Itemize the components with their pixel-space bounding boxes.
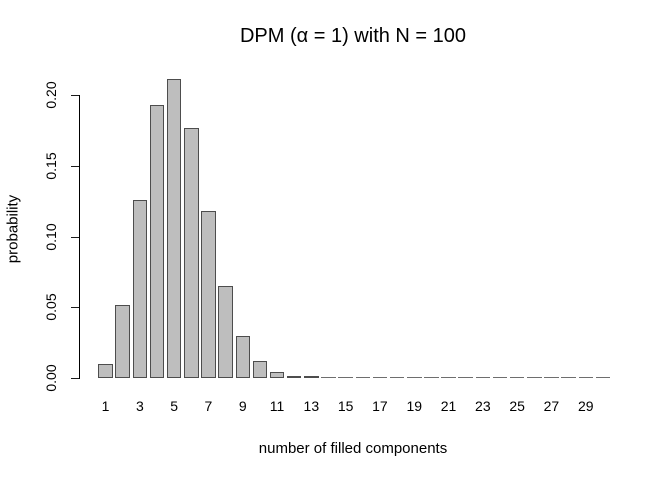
x-tick-label: 15 xyxy=(337,398,354,414)
x-tick-label: 7 xyxy=(204,398,213,414)
bar xyxy=(201,211,216,379)
bar xyxy=(184,127,199,379)
bar-zero-dash xyxy=(509,376,525,379)
bar-zero-dash xyxy=(492,376,508,379)
x-tick-label: 3 xyxy=(135,398,144,414)
bar xyxy=(235,335,250,379)
x-tick-label: 11 xyxy=(269,398,285,414)
bar xyxy=(166,79,182,379)
bar-zero-dash xyxy=(407,376,422,379)
y-tick-label: 0.15 xyxy=(43,152,59,180)
chart-title: DPM (α = 1) with N = 100 xyxy=(239,25,467,47)
x-tick-label: 23 xyxy=(475,398,491,414)
bar-zero-dash xyxy=(458,376,473,379)
x-tick-label: 13 xyxy=(303,398,320,414)
y-axis-tick xyxy=(71,378,79,380)
bar-zero-dash xyxy=(544,376,559,379)
bar-zero-dash xyxy=(372,376,388,379)
bar-zero-dash xyxy=(578,376,593,379)
bar xyxy=(269,371,285,379)
bar xyxy=(286,376,302,379)
y-axis-tick xyxy=(71,165,79,167)
bar xyxy=(132,199,148,379)
bar-zero-dash xyxy=(321,376,336,379)
y-axis-tick xyxy=(71,236,79,238)
bar-zero-dash xyxy=(527,376,542,379)
bar xyxy=(252,361,268,379)
bar xyxy=(98,364,113,379)
x-tick-label: 21 xyxy=(440,398,457,414)
x-tick-label: 29 xyxy=(577,398,594,414)
bar-zero-dash xyxy=(595,376,611,379)
bar xyxy=(304,376,319,379)
bar xyxy=(115,304,130,379)
x-tick-label: 9 xyxy=(238,398,247,414)
x-tick-label: 19 xyxy=(406,398,423,414)
bar-zero-dash xyxy=(441,376,456,379)
y-axis-tick xyxy=(71,307,79,309)
x-axis-title: number of filled components xyxy=(258,440,448,457)
bar-zero-dash xyxy=(561,376,576,379)
bar-zero-dash xyxy=(389,376,405,379)
y-tick-label: 0.00 xyxy=(43,364,59,392)
x-tick-label: 1 xyxy=(101,398,110,414)
y-axis-title: probability xyxy=(4,194,22,264)
bar-zero-dash xyxy=(475,376,491,379)
bar-zero-dash xyxy=(338,376,353,379)
x-tick-label: 25 xyxy=(509,398,525,414)
x-tick-label: 27 xyxy=(543,398,560,414)
x-tick-label: 17 xyxy=(372,398,388,414)
bar xyxy=(149,104,165,379)
y-tick-label: 0.20 xyxy=(43,81,59,109)
y-tick-label: 0.10 xyxy=(43,223,59,251)
y-axis-line xyxy=(79,95,80,379)
bar-zero-dash xyxy=(355,376,371,379)
x-tick-label: 5 xyxy=(170,398,179,414)
bar xyxy=(218,286,233,379)
y-axis-tick xyxy=(71,95,79,96)
y-tick-label: 0.05 xyxy=(43,293,59,322)
bar-zero-dash xyxy=(424,376,439,379)
